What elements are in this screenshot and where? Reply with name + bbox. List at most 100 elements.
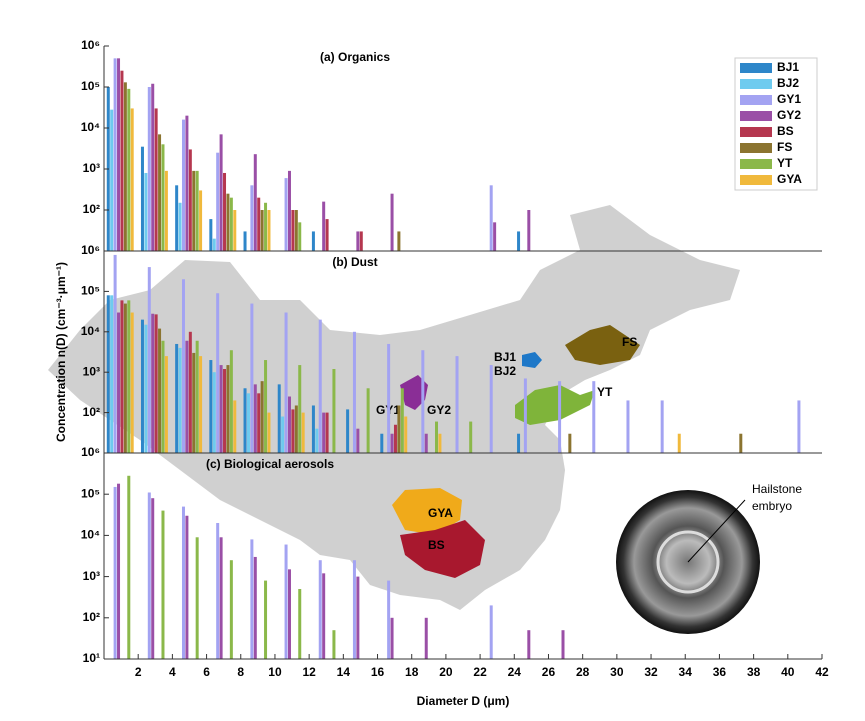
- bar: [181, 279, 185, 453]
- bar: [158, 328, 162, 453]
- bar: [298, 365, 302, 453]
- bar: [592, 381, 596, 453]
- bar: [212, 372, 216, 453]
- bar: [195, 537, 199, 659]
- bar: [264, 202, 268, 251]
- bar: [117, 58, 121, 252]
- bar: [199, 190, 203, 251]
- bar: [216, 522, 220, 659]
- legend-label: GYA: [777, 172, 802, 186]
- x-tick-label: 22: [473, 665, 487, 679]
- bar: [181, 119, 185, 252]
- bar: [558, 381, 562, 453]
- bar: [489, 185, 493, 251]
- bar: [154, 108, 158, 252]
- bar: [106, 295, 110, 453]
- bar: [311, 405, 315, 453]
- panel-title: (b) Dust: [332, 255, 377, 269]
- bar: [192, 352, 196, 453]
- y-tick-label: 10⁶: [81, 38, 100, 52]
- bar: [366, 388, 370, 453]
- bar: [291, 210, 295, 251]
- bar: [332, 369, 336, 453]
- y-tick-label: 10⁶: [81, 243, 100, 257]
- legend-box: [734, 57, 818, 191]
- x-tick-label: 10: [268, 665, 282, 679]
- bar: [164, 356, 168, 453]
- bar: [140, 146, 144, 251]
- bar: [151, 313, 155, 453]
- bar: [397, 405, 401, 453]
- y-tick-label: 10⁴: [81, 528, 100, 542]
- bar: [298, 222, 302, 251]
- bar: [246, 393, 250, 453]
- bar: [517, 231, 521, 251]
- bar: [424, 617, 428, 659]
- bar: [175, 343, 179, 453]
- y-axis-label: Concentration n(D) (cm⁻³·μm⁻¹): [54, 262, 68, 442]
- bar: [568, 433, 572, 453]
- bar: [315, 428, 319, 453]
- bar: [626, 400, 630, 453]
- x-tick-label: 34: [679, 665, 693, 679]
- bar: [318, 560, 322, 659]
- bar: [178, 202, 182, 251]
- legend-swatch: [740, 127, 772, 137]
- bar: [185, 515, 189, 659]
- y-tick-label: 10³: [83, 569, 100, 583]
- y-tick-label: 10²: [83, 405, 100, 419]
- bar: [226, 193, 230, 251]
- bar: [298, 589, 302, 659]
- bar: [523, 378, 527, 453]
- bar: [257, 197, 261, 251]
- legend-swatch: [740, 63, 772, 73]
- bar: [151, 498, 155, 659]
- bar: [322, 412, 326, 453]
- bar: [561, 630, 565, 659]
- bar: [127, 475, 131, 659]
- bar: [390, 433, 394, 453]
- x-tick-label: 18: [405, 665, 419, 679]
- bar: [287, 170, 291, 251]
- y-tick-label: 10⁵: [81, 486, 100, 500]
- x-tick-label: 30: [610, 665, 624, 679]
- bar: [120, 300, 124, 453]
- bar: [123, 303, 127, 453]
- bar: [117, 312, 121, 453]
- x-tick-label: 36: [713, 665, 727, 679]
- panel-title: (a) Organics: [320, 50, 390, 64]
- bar: [147, 87, 151, 251]
- legend-swatch: [740, 159, 772, 169]
- bar: [229, 197, 233, 251]
- legend-label: BJ2: [777, 76, 799, 90]
- region-bs: [400, 520, 485, 578]
- bar: [151, 83, 155, 251]
- y-tick-label: 10³: [83, 161, 100, 175]
- legend-label: BJ1: [777, 60, 799, 74]
- bar: [161, 340, 165, 453]
- bar: [219, 365, 223, 453]
- bar: [356, 428, 360, 453]
- legend-swatch: [740, 79, 772, 89]
- bar: [264, 360, 268, 453]
- region-bj: [522, 352, 542, 368]
- legend-label: YT: [777, 156, 793, 170]
- bar: [253, 556, 257, 659]
- bar: [318, 319, 322, 453]
- x-tick-label: 2: [135, 665, 142, 679]
- bar: [188, 331, 192, 453]
- bar: [356, 576, 360, 659]
- map-label: YT: [597, 385, 613, 399]
- bar: [253, 154, 257, 251]
- region-yt: [515, 385, 595, 425]
- bar: [188, 149, 192, 251]
- bar: [219, 134, 223, 251]
- region-fs: [565, 325, 640, 365]
- bar: [527, 210, 531, 251]
- bar: [117, 483, 121, 659]
- y-tick-label: 10⁵: [81, 284, 100, 298]
- map-label: FS: [622, 335, 637, 349]
- x-tick-label: 24: [508, 665, 522, 679]
- y-tick-label: 10²: [83, 202, 100, 216]
